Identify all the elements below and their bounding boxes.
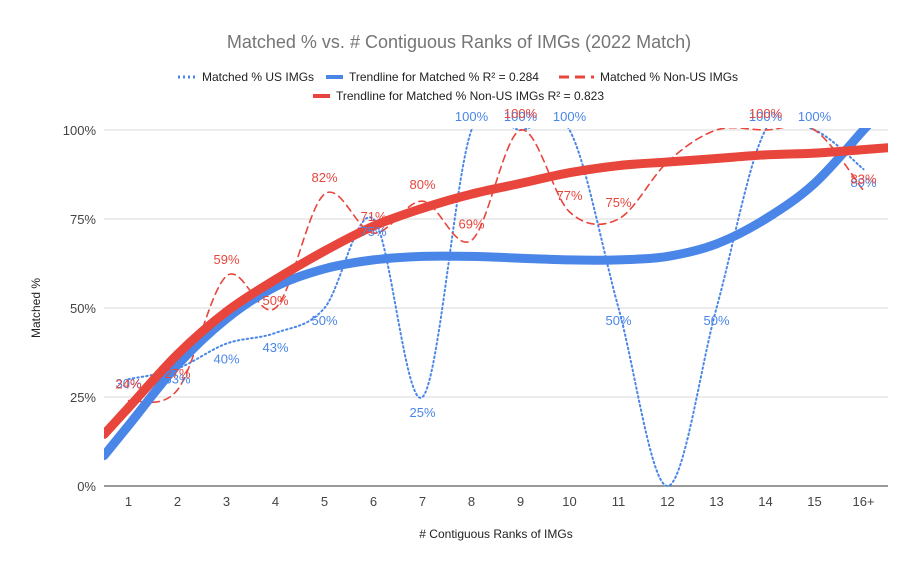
data-label-nonus: 69% — [458, 216, 484, 231]
trendline-us — [104, 128, 872, 461]
y-tick-label: 0% — [77, 479, 96, 494]
x-tick-label: 9 — [517, 494, 524, 509]
data-label-us: 43% — [262, 340, 288, 355]
x-tick-label: 16+ — [852, 494, 874, 509]
line-nonus — [127, 128, 865, 404]
data-label-us: 50% — [605, 313, 631, 328]
x-tick-label: 10 — [562, 494, 576, 509]
data-labels: 30% 33% 40% 43% 50% 75% 25% 100% 100% 100% 50% 50% 1… — [115, 106, 876, 420]
x-axis-ticks: 1 2 3 4 5 6 7 8 9 10 11 12 13 14 15 16+ — [125, 494, 875, 509]
y-tick-label: 100% — [63, 123, 97, 138]
x-tick-label: 5 — [321, 494, 328, 509]
data-label-us: 100% — [798, 109, 832, 124]
data-label-us: 100% — [749, 109, 783, 124]
x-tick-label: 13 — [709, 494, 723, 509]
data-label-nonus: 100% — [504, 106, 538, 121]
data-label-us: 30% — [115, 376, 141, 391]
data-label-us: 100% — [455, 109, 489, 124]
x-tick-label: 15 — [807, 494, 821, 509]
data-label-us: 75% — [360, 224, 386, 239]
data-label-nonus: 71% — [360, 209, 386, 224]
data-label-nonus: 82% — [311, 170, 337, 185]
data-label-nonus: 24% — [115, 377, 141, 392]
y-tick-label: 75% — [70, 212, 96, 227]
legend-label-us: Matched % US IMGs — [202, 70, 314, 84]
legend: Matched % US IMGs Trendline for Matched … — [178, 70, 738, 103]
x-tick-label: 6 — [370, 494, 377, 509]
chart-title: Matched % vs. # Contiguous Ranks of IMGs… — [227, 32, 691, 52]
legend-label-nonus-trend: Trendline for Matched % Non-US IMGs R² =… — [336, 89, 604, 103]
x-tick-label: 11 — [612, 494, 626, 509]
data-label-us: 100% — [504, 109, 538, 124]
series-lines — [104, 128, 888, 488]
data-label-nonus: 83% — [850, 172, 876, 187]
data-label-nonus: 80% — [409, 177, 435, 192]
data-label-us: 89% — [850, 175, 876, 190]
data-label-us: 50% — [311, 313, 337, 328]
y-tick-label: 25% — [70, 390, 96, 405]
data-label-us: 100% — [553, 109, 587, 124]
x-tick-label: 2 — [174, 494, 181, 509]
x-tick-label: 12 — [660, 494, 674, 509]
legend-label-nonus: Matched % Non-US IMGs — [600, 70, 738, 84]
y-axis-ticks: 0% 25% 50% 75% 100% — [63, 123, 97, 494]
y-axis-title: Matched % — [29, 278, 43, 338]
data-label-us: 25% — [409, 405, 435, 420]
x-tick-label: 8 — [468, 494, 475, 509]
trendline-nonus — [104, 143, 888, 439]
data-label-us: 40% — [213, 352, 239, 367]
x-tick-label: 14 — [758, 494, 772, 509]
data-label-nonus: 27% — [164, 366, 190, 381]
x-tick-label: 1 — [125, 494, 132, 509]
data-label-nonus: 77% — [556, 188, 582, 203]
line-us — [127, 128, 865, 488]
data-label-nonus: 100% — [749, 106, 783, 121]
data-label-nonus: 59% — [213, 252, 239, 267]
data-label-us: 50% — [703, 313, 729, 328]
data-label-us: 33% — [164, 372, 190, 387]
x-tick-label: 3 — [223, 494, 230, 509]
legend-label-us-trend: Trendline for Matched % R² = 0.284 — [349, 70, 539, 84]
data-label-nonus: 50% — [262, 293, 288, 308]
x-axis-title: # Contiguous Ranks of IMGs — [419, 527, 572, 541]
y-tick-label: 50% — [70, 301, 96, 316]
x-tick-label: 7 — [419, 494, 426, 509]
x-tick-label: 4 — [272, 494, 279, 509]
data-label-nonus: 75% — [605, 195, 631, 210]
